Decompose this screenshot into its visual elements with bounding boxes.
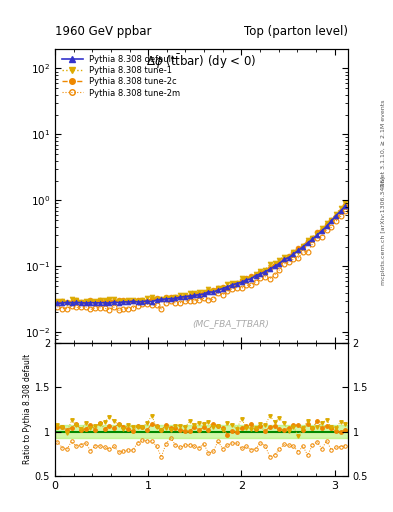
Bar [55, 425, 348, 438]
Legend: Pythia 8.308 default, Pythia 8.308 tune-1, Pythia 8.308 tune-2c, Pythia 8.308 tu: Pythia 8.308 default, Pythia 8.308 tune-… [59, 53, 183, 100]
Text: 1960 GeV ppbar: 1960 GeV ppbar [55, 25, 152, 37]
Text: Rivet 3.1.10, ≥ 2.1M events: Rivet 3.1.10, ≥ 2.1M events [381, 100, 386, 187]
Text: $\Delta\phi$ (t$\bar{\rm t}$bar) (dy < 0): $\Delta\phi$ (t$\bar{\rm t}$bar) (dy < 0… [146, 53, 257, 72]
Text: mcplots.cern.ch [arXiv:1306.3436]: mcplots.cern.ch [arXiv:1306.3436] [381, 176, 386, 285]
Y-axis label: Ratio to Pythia 8.308 default: Ratio to Pythia 8.308 default [23, 354, 32, 464]
Text: (MC_FBA_TTBAR): (MC_FBA_TTBAR) [192, 319, 269, 328]
Text: Top (parton level): Top (parton level) [244, 25, 348, 37]
